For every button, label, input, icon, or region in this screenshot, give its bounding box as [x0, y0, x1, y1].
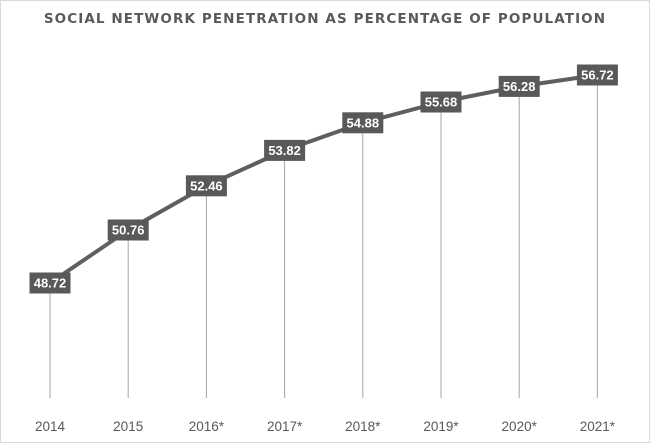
x-tick-label: 2017*	[267, 419, 303, 434]
data-label-box	[498, 75, 540, 97]
data-label: 54.88	[342, 112, 384, 134]
x-tick-label: 2018*	[345, 419, 381, 434]
data-label-text: 53.82	[268, 143, 301, 158]
data-label: 56.72	[576, 64, 618, 86]
x-tick-label: 2016*	[189, 419, 225, 434]
data-label-box	[107, 219, 149, 241]
data-label-box	[420, 91, 462, 113]
x-tick-label: 2020*	[502, 419, 538, 434]
data-label-text: 52.46	[190, 178, 223, 193]
data-label-text: 54.88	[347, 115, 380, 130]
chart-title: SOCIAL NETWORK PENETRATION AS PERCENTAGE…	[43, 11, 607, 27]
data-label: 56.28	[498, 75, 540, 97]
data-label-text: 56.28	[503, 79, 536, 94]
data-label-box	[576, 64, 618, 86]
data-label-text: 56.72	[581, 68, 614, 83]
data-label: 48.72	[29, 272, 71, 294]
data-label-text: 55.68	[425, 95, 458, 110]
series-line	[48, 73, 600, 285]
data-label-text: 48.72	[34, 276, 67, 291]
x-tick-label: 2015	[113, 419, 143, 434]
x-tick-label: 2014	[35, 419, 66, 434]
data-label-box	[185, 175, 227, 197]
data-label: 52.46	[185, 175, 227, 197]
data-label-box	[29, 272, 71, 294]
data-label: 50.76	[107, 219, 149, 241]
x-tick-label: 2019*	[423, 419, 459, 434]
data-label-box	[342, 112, 384, 134]
data-label-text: 50.76	[112, 223, 145, 238]
data-label: 55.68	[420, 91, 462, 113]
data-label-box	[264, 139, 306, 161]
data-label: 53.82	[264, 139, 306, 161]
x-tick-label: 2021*	[580, 419, 616, 434]
